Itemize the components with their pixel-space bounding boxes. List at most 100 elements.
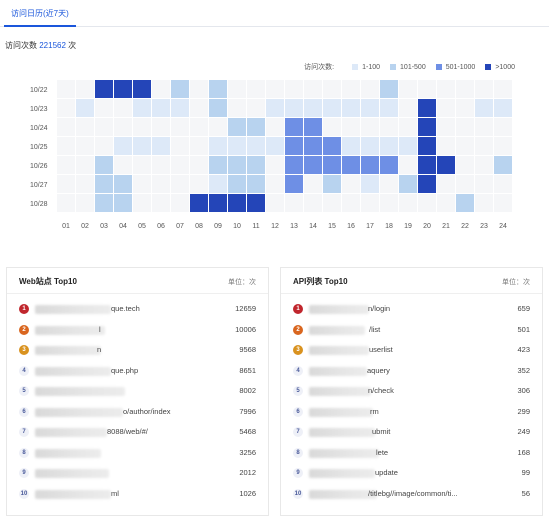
heatmap-cell[interactable] bbox=[361, 99, 379, 117]
heatmap-cell[interactable] bbox=[171, 175, 189, 193]
heatmap-cell[interactable] bbox=[361, 80, 379, 98]
heatmap-cell[interactable] bbox=[228, 175, 246, 193]
heatmap-cell[interactable] bbox=[209, 118, 227, 136]
heatmap-cell[interactable] bbox=[361, 194, 379, 212]
heatmap-cell[interactable] bbox=[76, 118, 94, 136]
heatmap-cell[interactable] bbox=[494, 156, 512, 174]
heatmap-cell[interactable] bbox=[285, 99, 303, 117]
heatmap-cell[interactable] bbox=[152, 194, 170, 212]
heatmap-cell[interactable] bbox=[209, 156, 227, 174]
heatmap-cell[interactable] bbox=[456, 156, 474, 174]
list-item[interactable]: 9 2012 bbox=[7, 464, 268, 484]
heatmap-cell[interactable] bbox=[266, 118, 284, 136]
heatmap-cell[interactable] bbox=[228, 137, 246, 155]
heatmap-cell[interactable] bbox=[190, 194, 208, 212]
list-item[interactable]: 3 userlist 423 bbox=[281, 341, 542, 361]
list-item[interactable]: 5 n/check 306 bbox=[281, 382, 542, 402]
heatmap-cell[interactable] bbox=[399, 118, 417, 136]
list-item[interactable]: 7 8088/web/#/ 5468 bbox=[7, 423, 268, 443]
heatmap-cell[interactable] bbox=[418, 156, 436, 174]
heatmap-cell[interactable] bbox=[304, 99, 322, 117]
heatmap-cell[interactable] bbox=[171, 194, 189, 212]
heatmap-cell[interactable] bbox=[114, 194, 132, 212]
list-item[interactable]: 8 3256 bbox=[7, 444, 268, 464]
heatmap-cell[interactable] bbox=[304, 80, 322, 98]
list-item[interactable]: 2 l 10006 bbox=[7, 321, 268, 341]
heatmap-cell[interactable] bbox=[76, 194, 94, 212]
heatmap-cell[interactable] bbox=[323, 99, 341, 117]
heatmap-cell[interactable] bbox=[57, 80, 75, 98]
heatmap-cell[interactable] bbox=[95, 118, 113, 136]
heatmap-cell[interactable] bbox=[152, 156, 170, 174]
heatmap-cell[interactable] bbox=[209, 80, 227, 98]
heatmap-cell[interactable] bbox=[57, 99, 75, 117]
heatmap-cell[interactable] bbox=[399, 137, 417, 155]
heatmap-cell[interactable] bbox=[133, 80, 151, 98]
heatmap-cell[interactable] bbox=[342, 137, 360, 155]
heatmap-cell[interactable] bbox=[380, 194, 398, 212]
heatmap-cell[interactable] bbox=[209, 194, 227, 212]
heatmap-cell[interactable] bbox=[323, 80, 341, 98]
heatmap-cell[interactable] bbox=[494, 118, 512, 136]
list-item[interactable]: 4 aquery 352 bbox=[281, 362, 542, 382]
list-item[interactable]: 6 rm 299 bbox=[281, 403, 542, 423]
heatmap-cell[interactable] bbox=[114, 137, 132, 155]
heatmap-cell[interactable] bbox=[437, 194, 455, 212]
heatmap-cell[interactable] bbox=[247, 118, 265, 136]
heatmap-cell[interactable] bbox=[76, 156, 94, 174]
heatmap-cell[interactable] bbox=[247, 194, 265, 212]
heatmap-cell[interactable] bbox=[342, 99, 360, 117]
heatmap-cell[interactable] bbox=[95, 194, 113, 212]
heatmap-cell[interactable] bbox=[228, 80, 246, 98]
heatmap-cell[interactable] bbox=[76, 99, 94, 117]
heatmap-cell[interactable] bbox=[437, 175, 455, 193]
heatmap-cell[interactable] bbox=[247, 156, 265, 174]
heatmap-cell[interactable] bbox=[399, 156, 417, 174]
heatmap-cell[interactable] bbox=[380, 175, 398, 193]
heatmap-cell[interactable] bbox=[228, 156, 246, 174]
heatmap-cell[interactable] bbox=[190, 80, 208, 98]
legend-item-1[interactable]: 1-100 bbox=[352, 64, 380, 71]
heatmap-cell[interactable] bbox=[95, 137, 113, 155]
heatmap-cell[interactable] bbox=[171, 80, 189, 98]
heatmap-cell[interactable] bbox=[190, 175, 208, 193]
heatmap-cell[interactable] bbox=[437, 118, 455, 136]
heatmap-cell[interactable] bbox=[380, 156, 398, 174]
heatmap-cell[interactable] bbox=[437, 99, 455, 117]
heatmap-cell[interactable] bbox=[285, 175, 303, 193]
heatmap-cell[interactable] bbox=[475, 137, 493, 155]
heatmap-cell[interactable] bbox=[190, 118, 208, 136]
heatmap-cell[interactable] bbox=[437, 80, 455, 98]
heatmap-cell[interactable] bbox=[418, 80, 436, 98]
list-item[interactable]: 4 que.php 8651 bbox=[7, 362, 268, 382]
heatmap-cell[interactable] bbox=[76, 137, 94, 155]
heatmap-cell[interactable] bbox=[304, 118, 322, 136]
heatmap-cell[interactable] bbox=[304, 194, 322, 212]
heatmap-cell[interactable] bbox=[456, 99, 474, 117]
heatmap-cell[interactable] bbox=[456, 137, 474, 155]
heatmap-cell[interactable] bbox=[456, 175, 474, 193]
heatmap-cell[interactable] bbox=[114, 175, 132, 193]
heatmap-cell[interactable] bbox=[285, 80, 303, 98]
list-item[interactable]: 1 n/login 659 bbox=[281, 300, 542, 320]
heatmap-cell[interactable] bbox=[494, 137, 512, 155]
heatmap-cell[interactable] bbox=[494, 194, 512, 212]
heatmap-cell[interactable] bbox=[114, 156, 132, 174]
heatmap-cell[interactable] bbox=[190, 99, 208, 117]
heatmap-cell[interactable] bbox=[57, 156, 75, 174]
legend-item-2[interactable]: 101-500 bbox=[390, 64, 426, 71]
heatmap-cell[interactable] bbox=[475, 80, 493, 98]
heatmap-cell[interactable] bbox=[285, 156, 303, 174]
list-item[interactable]: 5 8002 bbox=[7, 382, 268, 402]
heatmap-cell[interactable] bbox=[171, 118, 189, 136]
heatmap-cell[interactable] bbox=[228, 99, 246, 117]
heatmap-cell[interactable] bbox=[152, 80, 170, 98]
heatmap-cell[interactable] bbox=[190, 156, 208, 174]
tab-visit-calendar[interactable]: 访问日历(近7天) bbox=[4, 0, 76, 27]
heatmap-cell[interactable] bbox=[95, 156, 113, 174]
heatmap-cell[interactable] bbox=[342, 80, 360, 98]
heatmap-cell[interactable] bbox=[152, 175, 170, 193]
heatmap-cell[interactable] bbox=[95, 99, 113, 117]
heatmap-cell[interactable] bbox=[133, 118, 151, 136]
heatmap-cell[interactable] bbox=[494, 175, 512, 193]
